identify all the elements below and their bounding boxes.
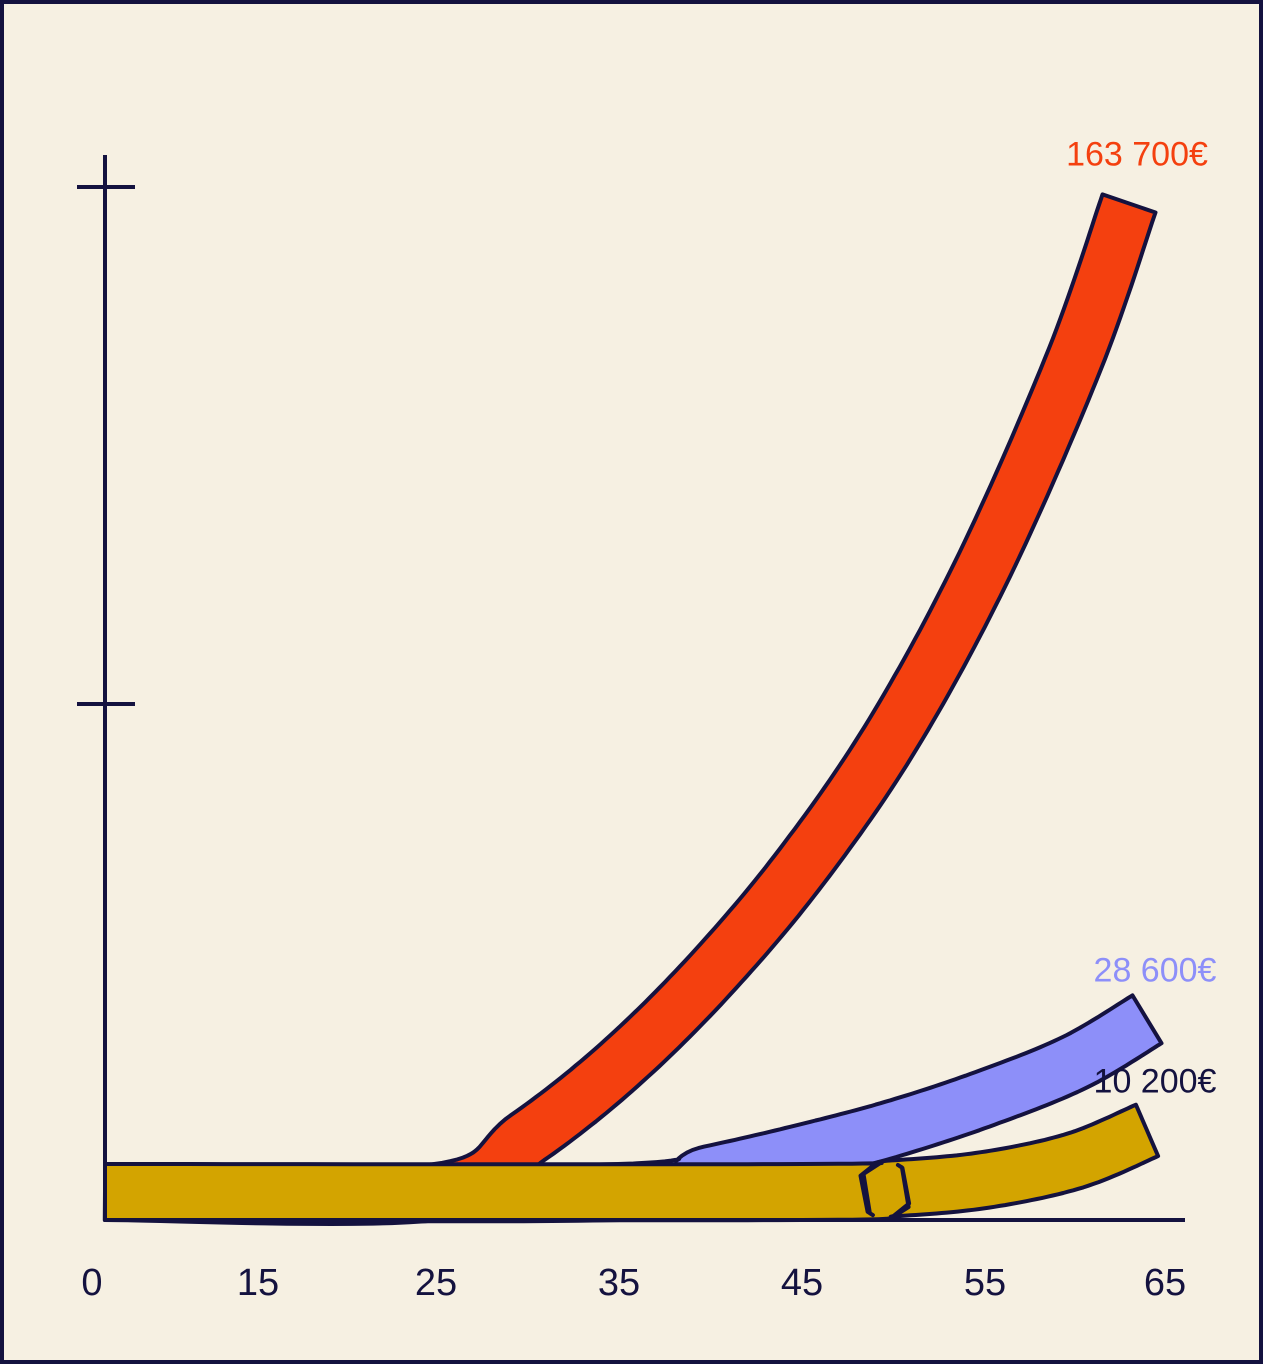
x-tick-label-3: 35	[598, 1262, 640, 1304]
series-end-label-1: 28 600€	[1094, 951, 1217, 989]
series-end-label-0: 163 700€	[1066, 135, 1208, 173]
axis-layer	[77, 155, 1185, 1222]
label-layer: 163 700€ 28 600€ 10 200€ 0 15 25 35 45 55 65	[81, 135, 1216, 1304]
x-tick-label-1: 15	[237, 1262, 279, 1304]
series-band-2	[103, 1102, 1161, 1223]
x-tick-label-5: 55	[964, 1262, 1006, 1304]
series-layer	[102, 192, 1164, 1226]
series-end-label-2: 10 200€	[1094, 1062, 1217, 1100]
x-tick-label-6: 65	[1144, 1262, 1186, 1304]
x-tick-label-2: 25	[415, 1262, 457, 1304]
series-band-0	[102, 192, 1158, 1226]
x-tick-label-4: 45	[781, 1262, 823, 1304]
x-tick-label-0: 0	[81, 1262, 102, 1304]
